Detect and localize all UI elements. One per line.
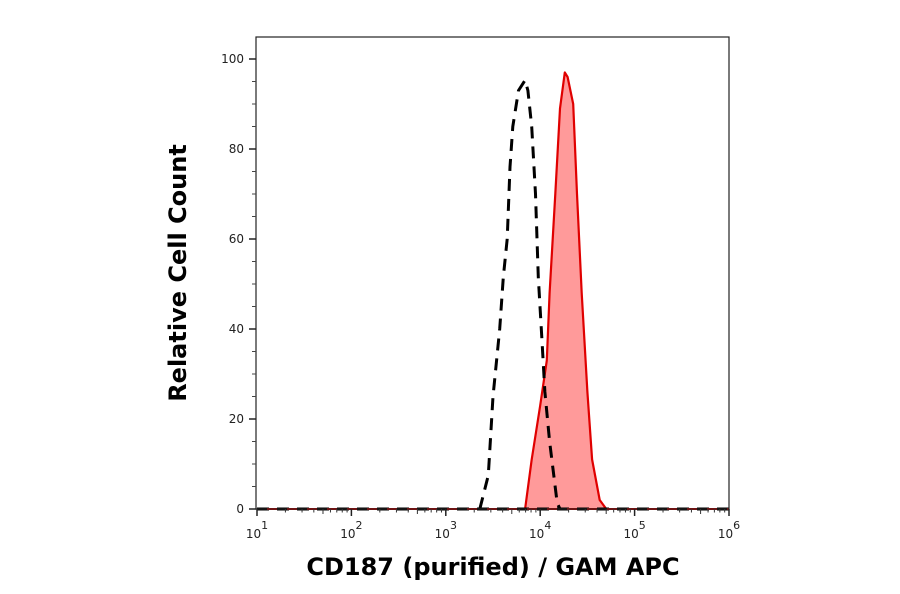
y-tick-label: 60 [229, 232, 244, 246]
x-tick-base: 10 [529, 527, 544, 541]
x-axis-label: CD187 (purified) / GAM APC [306, 553, 679, 581]
y-tick-label: 20 [229, 412, 244, 426]
y-tick-label: 100 [221, 52, 244, 66]
x-tick-exp: 5 [639, 519, 646, 532]
y-tick-label: 0 [236, 502, 244, 516]
x-tick-base: 10 [435, 527, 450, 541]
x-tick-exp: 6 [733, 519, 740, 532]
x-tick-label: 101 [246, 519, 268, 541]
x-tick-label: 105 [623, 519, 645, 541]
y-tick-label: 40 [229, 322, 244, 336]
x-tick-label: 102 [340, 519, 362, 541]
y-tick-label: 80 [229, 142, 244, 156]
x-tick-label: 103 [435, 519, 457, 541]
series-line-0 [478, 78, 562, 510]
x-tick-exp: 4 [544, 519, 551, 532]
plot-frame [255, 36, 730, 510]
y-axis-label: Relative Cell Count [164, 144, 192, 402]
x-tick-label: 104 [529, 519, 551, 541]
series-fill-1 [525, 72, 607, 509]
x-tick-exp: 3 [450, 519, 457, 532]
x-tick-base: 10 [718, 527, 733, 541]
x-tick-base: 10 [246, 527, 261, 541]
x-tick-exp: 2 [356, 519, 363, 532]
series-line-1 [524, 71, 608, 510]
x-tick-base: 10 [623, 527, 638, 541]
x-tick-label: 106 [718, 519, 740, 541]
x-tick-base: 10 [340, 527, 355, 541]
x-tick-exp: 1 [261, 519, 268, 532]
